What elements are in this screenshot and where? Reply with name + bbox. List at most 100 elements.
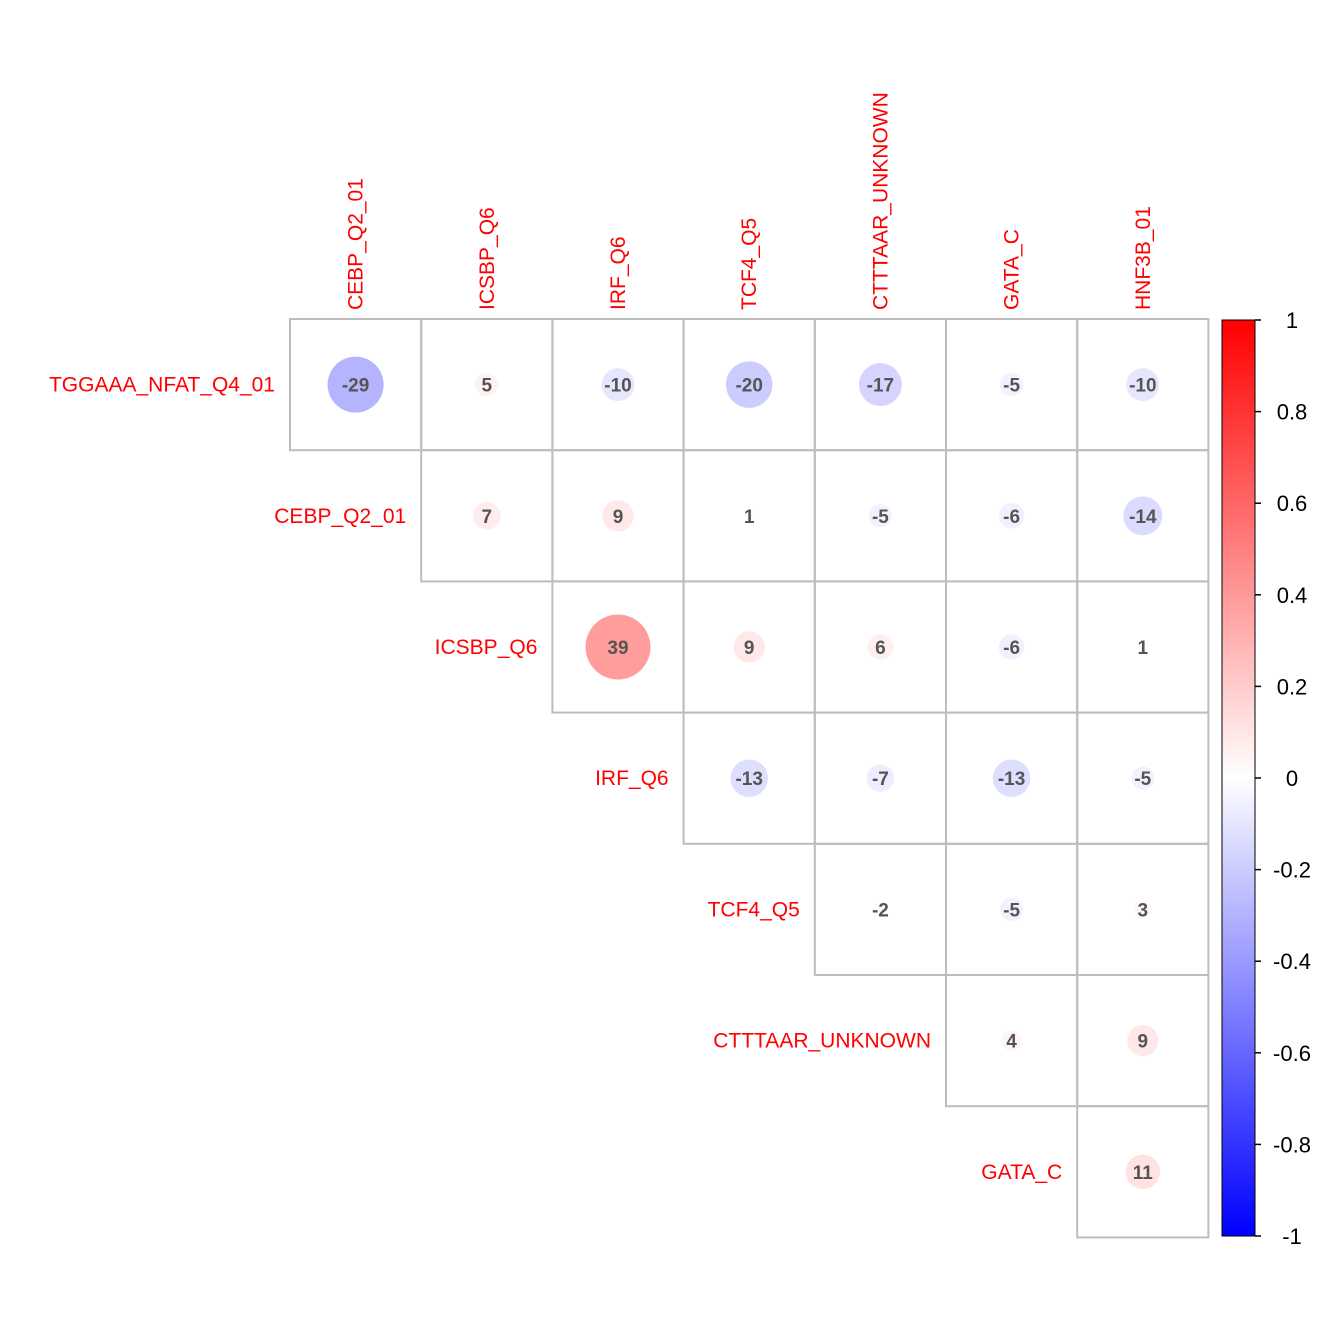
colorbar-tick-label: -0.6 — [1273, 1041, 1311, 1066]
correlation-value: -5 — [1003, 376, 1020, 397]
correlation-value: -13 — [735, 769, 762, 790]
colorbar-tick-label: 0.4 — [1277, 583, 1308, 608]
row-label-tggaaa-nfat-q4-01: TGGAAA_NFAT_Q4_01 — [49, 374, 275, 397]
correlation-circle — [733, 631, 765, 663]
colorbar-tick-label: -0.2 — [1273, 858, 1311, 883]
row-label-ctttaar-unknown: CTTTAAR_UNKNOWN — [713, 1030, 931, 1053]
cell-0-6: -10 — [1076, 318, 1210, 452]
cell-5-5: 4 — [945, 974, 1079, 1108]
colorbar-tick-label: 0 — [1286, 766, 1298, 791]
correlation-cells: -2 9 5 -10 -20 -17 -5 -10 7 9 1 -5 -6 -14 39 9 6 -6 1 -13 -7… — [289, 318, 1210, 1239]
cell-3-4: -7 — [813, 711, 947, 845]
column-label-tcf4-q5: TCF4_Q5 — [738, 218, 761, 310]
column-label-cebp-q2-01: CEBP_Q2_01 — [345, 178, 368, 310]
row-label-gata-c: GATA_C — [981, 1161, 1062, 1184]
correlation-circle — [868, 504, 893, 528]
row-label-tcf4-q5: TCF4_Q5 — [708, 898, 800, 921]
correlation-circle — [999, 897, 1024, 922]
row-label-icsbp-q6: ICSBP_Q6 — [435, 636, 538, 659]
cell-0-2: -10 — [551, 318, 685, 452]
cell-1-1: 7 — [420, 449, 554, 583]
correlation-circle — [1001, 1030, 1022, 1051]
cell-0-4: -17 — [813, 318, 947, 452]
cell-1-3: 1 — [682, 449, 816, 583]
column-label-icsbp-q6: ICSBP_Q6 — [476, 207, 499, 310]
correlation-value: -13 — [998, 769, 1025, 790]
cell-1-5: -6 — [945, 449, 1079, 583]
cell-3-6: -5 — [1076, 711, 1210, 845]
cell-4-6: 3 — [1076, 842, 1210, 976]
cell-0-3: -20 — [682, 318, 816, 452]
row-label-irf-q6: IRF_Q6 — [595, 767, 669, 790]
correlation-circle — [858, 363, 902, 407]
correlation-value: -5 — [1003, 900, 1020, 921]
correlation-value: 9 — [613, 507, 624, 528]
column-label-gata-c: GATA_C — [1001, 229, 1024, 310]
cell-0-5: -5 — [945, 318, 1079, 452]
correlation-value: 1 — [1138, 638, 1149, 659]
correlation-value: 4 — [1006, 1032, 1017, 1053]
correlation-value: 39 — [607, 638, 628, 659]
correlation-value: -20 — [735, 376, 762, 397]
column-labels: CEBP_Q2_01 ICSBP_Q6 IRF_Q6 TCF4_Q5 CTTTAAR_U… — [345, 92, 1155, 310]
cell-1-2: 9 — [551, 449, 685, 583]
correlation-circle — [999, 372, 1024, 397]
correlation-value: -6 — [1003, 507, 1020, 528]
colorbar-tick-label: 0.8 — [1277, 400, 1308, 425]
correlation-circle — [473, 502, 501, 530]
colorbar-tick-label: -0.4 — [1273, 949, 1311, 974]
correlation-circle — [730, 759, 768, 797]
cell-3-5: -13 — [945, 711, 1079, 845]
correlation-circle — [601, 368, 635, 402]
correlation-circle — [744, 510, 755, 521]
correlation-circle — [602, 500, 634, 532]
correlation-circle — [1133, 900, 1152, 919]
correlation-value: 11 — [1133, 1163, 1154, 1184]
correlation-value: -6 — [1003, 638, 1020, 659]
cell-2-5: -6 — [945, 580, 1079, 714]
colorbar: 1 0.8 0.6 0.4 0.2 0 -0.2 -0.4 -0.6 -0.8 -1 — [1221, 308, 1311, 1249]
colorbar-tick-label: 1 — [1286, 308, 1298, 333]
cell-1-6: -14 — [1076, 449, 1210, 583]
column-label-ctttaar-unknown: CTTTAAR_UNKNOWN — [869, 92, 892, 310]
correlation-value: -10 — [604, 376, 631, 397]
cell-4-4: -2 — [813, 842, 947, 976]
correlation-value: 5 — [482, 376, 493, 397]
correlation-circle — [1125, 1154, 1161, 1190]
correlation-circle — [1137, 641, 1149, 653]
cell-4-5: -5 — [945, 842, 1079, 976]
colorbar-tick-label: -1 — [1282, 1224, 1302, 1249]
cell-2-6: 1 — [1076, 580, 1210, 714]
correlation-circle — [866, 764, 895, 792]
row-label-cebp-q2-01: CEBP_Q2_01 — [274, 505, 406, 528]
correlation-value: 9 — [744, 638, 755, 659]
correlation-circle — [1131, 766, 1155, 790]
column-label-irf-q6: IRF_Q6 — [607, 236, 630, 310]
correlation-circle — [475, 372, 499, 397]
correlation-value: 7 — [482, 507, 493, 528]
correlation-circle — [585, 614, 651, 680]
correlation-circle — [1126, 368, 1160, 402]
cell-2-3: 9 — [682, 580, 816, 714]
correlation-value: 3 — [1138, 900, 1149, 921]
cell-2-2: 39 — [551, 580, 685, 714]
correlation-circle — [867, 634, 894, 660]
colorbar-tick-label: -0.8 — [1273, 1132, 1311, 1157]
correlation-value: -17 — [867, 376, 894, 397]
column-label-hnf3b-01: HNF3B_01 — [1132, 206, 1155, 310]
cell-0-1: 5 — [420, 318, 554, 452]
cell-5-6: 9 — [1076, 974, 1210, 1108]
correlation-circle — [327, 356, 384, 413]
correlation-value: 6 — [875, 638, 886, 659]
row-labels: TGGAAA_NFAT_Q4_01 CEBP_Q2_01 ICSBP_Q6 IRF_Q… — [49, 374, 1062, 1184]
correlation-value: -2 — [872, 900, 889, 921]
correlation-circle — [992, 759, 1031, 797]
cell-2-4: 6 — [813, 580, 947, 714]
cell-1-4: -5 — [813, 449, 947, 583]
correlation-circle — [998, 634, 1025, 660]
correlation-value: 1 — [744, 507, 755, 528]
correlation-circle — [1123, 496, 1163, 536]
correlation-value: -7 — [872, 769, 889, 790]
correlation-circle — [873, 902, 888, 917]
